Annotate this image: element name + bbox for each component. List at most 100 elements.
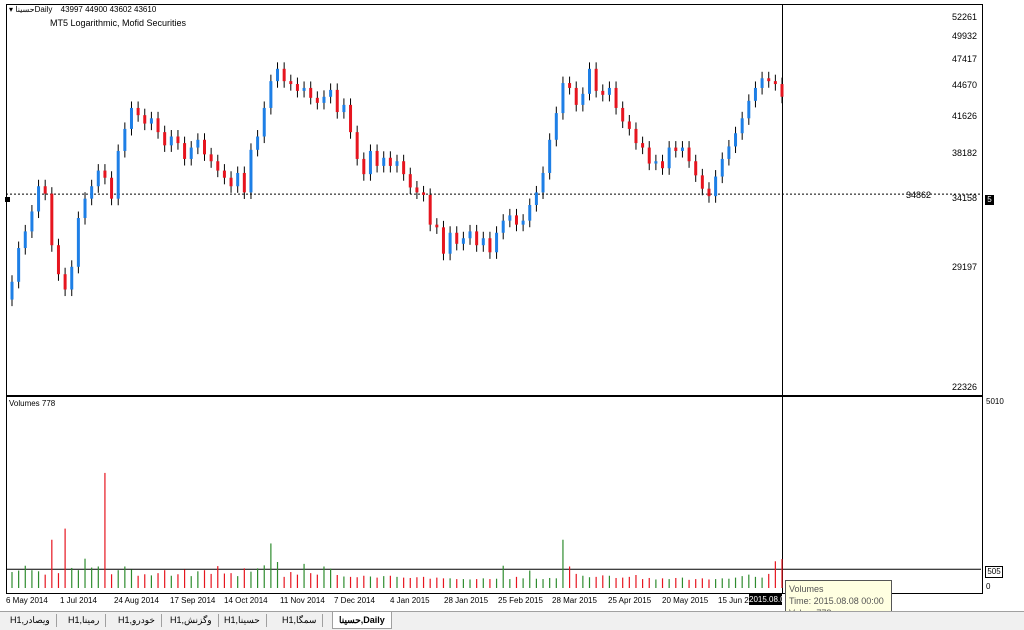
chart-tab[interactable]: H1,رمینا xyxy=(62,614,107,627)
candle-body xyxy=(714,176,718,197)
date-axis-label: 14 Oct 2014 xyxy=(224,596,268,605)
candle-body xyxy=(627,121,631,129)
candle-body xyxy=(63,274,67,290)
candle-body xyxy=(594,68,598,91)
candlestick xyxy=(129,101,133,136)
date-axis-label: 11 Nov 2014 xyxy=(280,596,325,605)
candle-body xyxy=(216,161,220,171)
candlestick xyxy=(468,224,472,245)
chart-tab[interactable]: H1,ویصادر xyxy=(4,614,57,627)
price-axis-label: 49932 xyxy=(952,31,978,41)
candle-body xyxy=(30,211,34,232)
candlestick xyxy=(528,198,532,228)
candle-body xyxy=(76,218,80,267)
date-axis-label: 7 Dec 2014 xyxy=(334,596,375,605)
candlestick xyxy=(780,77,784,104)
candlestick xyxy=(329,83,333,104)
candle-body xyxy=(428,194,432,225)
candlestick xyxy=(375,144,379,173)
candle-body xyxy=(588,68,591,94)
candlestick xyxy=(189,141,193,166)
candle-body xyxy=(262,107,266,137)
chart-tab[interactable]: حسینا,Daily xyxy=(332,612,392,629)
candlestick xyxy=(63,267,67,297)
candlestick xyxy=(568,76,572,95)
volume-panel-border xyxy=(6,396,983,594)
price-axis-label: 47417 xyxy=(952,54,978,64)
candlestick xyxy=(747,94,751,125)
candlestick xyxy=(123,122,127,158)
candlestick xyxy=(667,141,671,175)
candle-body xyxy=(123,128,127,151)
chart-tab[interactable]: H1,خودرو xyxy=(112,614,162,627)
candle-body xyxy=(136,107,140,116)
candlestick xyxy=(368,144,372,181)
candlestick xyxy=(322,90,326,110)
candlestick xyxy=(435,218,439,234)
candlestick xyxy=(276,62,280,88)
chart-tab[interactable]: H1,وگزنش xyxy=(164,614,219,627)
chart-tab[interactable]: H1,سمگا xyxy=(276,614,324,627)
candle-body xyxy=(176,136,180,144)
candlestick xyxy=(501,214,505,240)
price-axis-label: 44670 xyxy=(952,80,978,90)
candle-body xyxy=(521,220,525,225)
candle-body xyxy=(634,128,638,144)
candlestick xyxy=(641,136,645,155)
price-axis-label: 22326 xyxy=(952,382,978,392)
candlestick xyxy=(428,188,432,232)
candlestick xyxy=(203,133,206,161)
candlestick xyxy=(209,147,213,168)
line-marker-icon[interactable] xyxy=(5,197,10,202)
indicator-label: MT5 Logarithmic, Mofid Securities xyxy=(50,18,187,28)
chart-tab[interactable]: H1,حسینا xyxy=(218,614,267,627)
candlestick xyxy=(541,166,545,199)
date-axis-label: 4 Jan 2015 xyxy=(390,596,430,605)
candle-body xyxy=(495,232,499,253)
price-chart[interactable] xyxy=(6,4,983,396)
date-axis-label: 17 Sep 2014 xyxy=(170,596,216,605)
candlestick xyxy=(110,171,114,206)
candlestick xyxy=(309,81,313,105)
candle-body xyxy=(149,118,153,124)
candle-body xyxy=(647,147,651,164)
candlestick xyxy=(654,154,658,171)
candle-body xyxy=(143,115,147,124)
price-badge: 5 xyxy=(985,195,994,205)
price-axis-label: 29197 xyxy=(952,262,978,272)
candlestick xyxy=(70,260,74,297)
volume-axis-top: 5010 xyxy=(986,397,1004,406)
candle-body xyxy=(747,100,751,119)
candlestick xyxy=(534,185,538,212)
candlestick xyxy=(687,141,691,168)
candlestick xyxy=(614,81,618,115)
candle-body xyxy=(222,170,226,178)
candlestick xyxy=(335,83,339,119)
volume-chart[interactable] xyxy=(6,396,983,594)
horizontal-line-label: 34862 xyxy=(906,190,932,200)
candle-body xyxy=(349,104,353,133)
candlestick xyxy=(588,62,591,101)
candlestick xyxy=(355,125,359,166)
candle-body xyxy=(355,132,359,159)
price-panel-border xyxy=(6,4,983,396)
candlestick xyxy=(441,220,445,261)
candle-body xyxy=(448,232,452,254)
candlestick xyxy=(694,154,698,182)
tooltip-time: Time: 2015.08.08 00:00 xyxy=(789,596,884,606)
candle-body xyxy=(249,149,253,193)
candle-body xyxy=(395,161,399,166)
candlestick xyxy=(315,91,319,110)
candlestick xyxy=(714,170,718,203)
dropdown-arrow-icon[interactable]: ▾ xyxy=(9,5,14,14)
candle-body xyxy=(110,177,114,199)
candle-body xyxy=(242,172,246,193)
candlestick xyxy=(773,74,777,91)
ohlc-values: 43997 44900 43602 43610 xyxy=(60,5,157,14)
candlestick xyxy=(607,81,611,102)
candle-body xyxy=(229,177,233,187)
candlestick xyxy=(734,126,738,154)
candlestick xyxy=(601,84,605,102)
candle-body xyxy=(103,170,107,178)
